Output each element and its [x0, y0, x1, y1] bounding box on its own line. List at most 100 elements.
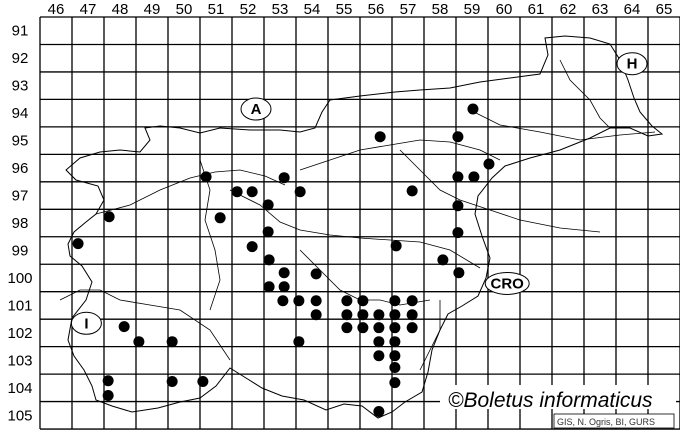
rivers [59, 59, 656, 371]
column-label: 62 [560, 1, 577, 18]
region-ellipse [70, 311, 102, 335]
region-name: CRO [491, 275, 525, 292]
region-name: I [84, 315, 88, 332]
column-label: 59 [464, 1, 481, 18]
region-name: A [251, 101, 262, 118]
occurrence-dot [373, 309, 385, 321]
occurrence-dot [389, 295, 401, 307]
occurrence-dot [294, 186, 306, 198]
occurrence-dot [246, 186, 258, 198]
occurrence-dot [406, 185, 418, 197]
column-label: 46 [48, 1, 65, 18]
region-label-a: A [240, 97, 272, 121]
column-label: 55 [336, 1, 353, 18]
row-label: 93 [12, 78, 29, 95]
column-label: 64 [624, 1, 641, 18]
column-label: 57 [400, 1, 417, 18]
occurrence-dot [373, 350, 385, 362]
occurrence-dot [406, 295, 418, 307]
column-label: 48 [112, 1, 129, 18]
occurrence-dot [102, 375, 114, 387]
occurrence-dot [389, 322, 401, 334]
occurrence-dot [437, 254, 449, 266]
row-label: 102 [7, 325, 32, 342]
occurrence-dot [467, 103, 479, 115]
column-label: 61 [528, 1, 545, 18]
occurrence-dot [452, 200, 464, 212]
region-labels: A H I CRO [70, 52, 648, 335]
occurrence-dot [389, 377, 401, 389]
row-label: 95 [12, 133, 29, 150]
row-label: 97 [12, 188, 29, 205]
occurrence-dot [453, 267, 465, 279]
occurrence-dot [262, 226, 274, 238]
occurrence-dot [263, 254, 275, 266]
row-label: 99 [12, 242, 29, 259]
region-label-i: I [70, 311, 102, 335]
region-ellipse [240, 97, 272, 121]
row-label: 94 [12, 105, 29, 122]
occurrence-dot [231, 186, 243, 198]
column-label: 54 [304, 1, 321, 18]
column-label: 49 [144, 1, 161, 18]
occurrence-dot [310, 295, 322, 307]
occurrence-dot [293, 295, 305, 307]
occurrence-dot [166, 336, 178, 348]
occurrence-dot [72, 238, 84, 250]
row-label: 96 [12, 160, 29, 177]
occurrence-dot [166, 376, 178, 388]
occurrence-dot [133, 336, 145, 348]
occurrence-dot [406, 309, 418, 321]
row-label: 104 [7, 380, 32, 397]
occurrence-dots [72, 103, 495, 417]
credit-text: GIS, N. Ogris, BI, GURS [557, 417, 655, 427]
occurrence-dot [389, 336, 401, 348]
watermark-background [440, 385, 676, 409]
occurrence-dot [374, 131, 386, 143]
row-label: 105 [7, 407, 32, 424]
occurrence-dot [468, 171, 480, 183]
occurrence-dot [390, 240, 402, 252]
occurrence-dot [278, 281, 290, 293]
occurrence-dot [389, 362, 401, 374]
occurrence-dot [452, 171, 464, 183]
occurrence-dot [357, 295, 369, 307]
region-label-cro: CRO [484, 271, 530, 295]
occurrence-dot [483, 158, 495, 170]
column-label: 51 [208, 1, 225, 18]
occurrence-dot [278, 172, 290, 184]
occurrence-dot [214, 212, 226, 224]
occurrence-dot [452, 227, 464, 239]
column-label: 53 [272, 1, 289, 18]
occurrence-dot [341, 309, 353, 321]
row-label: 91 [12, 23, 29, 40]
country-border [65, 35, 664, 419]
occurrence-dot [357, 322, 369, 334]
occurrence-dot [310, 309, 322, 321]
occurrence-dot [357, 309, 369, 321]
occurrence-dot [103, 211, 115, 223]
region-label-h: H [616, 52, 648, 76]
occurrence-dot [118, 321, 130, 333]
occurrence-dot [373, 322, 385, 334]
occurrence-dot [263, 281, 275, 293]
occurrence-dot [341, 322, 353, 334]
occurrence-dot [262, 199, 274, 211]
occurrence-dot [373, 336, 385, 348]
column-label: 63 [592, 1, 609, 18]
grid [39, 16, 680, 430]
credit-box [553, 413, 675, 429]
occurrence-dot [452, 131, 464, 143]
region-name: H [627, 56, 638, 73]
row-label: 92 [12, 50, 29, 67]
column-label: 47 [80, 1, 97, 18]
occurrence-dot [197, 376, 209, 388]
occurrence-dot [200, 171, 212, 183]
occurrence-dot [102, 390, 114, 402]
watermark-title: ©Boletus informaticus [448, 389, 653, 412]
region-ellipse [616, 52, 648, 76]
occurrence-dot [389, 350, 401, 362]
column-label: 56 [368, 1, 385, 18]
row-label: 101 [7, 297, 32, 314]
